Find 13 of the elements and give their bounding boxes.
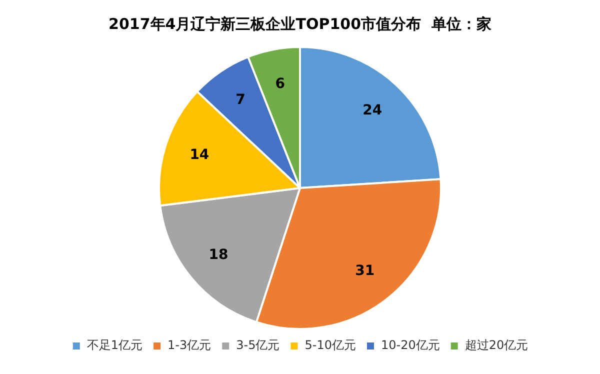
legend-label: 3-5亿元 [236,338,280,352]
data-label: 14 [190,146,210,163]
data-label: 6 [275,76,286,92]
legend-label: 10-20亿元 [380,338,440,352]
legend-label: 1-3亿元 [168,338,212,352]
data-label: 31 [355,263,375,280]
data-label: 24 [362,102,382,119]
data-label: 18 [208,247,228,264]
legend-label: 5-10亿元 [304,338,356,352]
legend-label: 不足1亿元 [86,338,143,352]
chart-title: 2017年4月辽宁新三板企业TOP100市值分布 单位：家 [108,14,492,33]
data-label: 7 [236,92,246,108]
legend-label: 超过20亿元 [464,338,528,352]
